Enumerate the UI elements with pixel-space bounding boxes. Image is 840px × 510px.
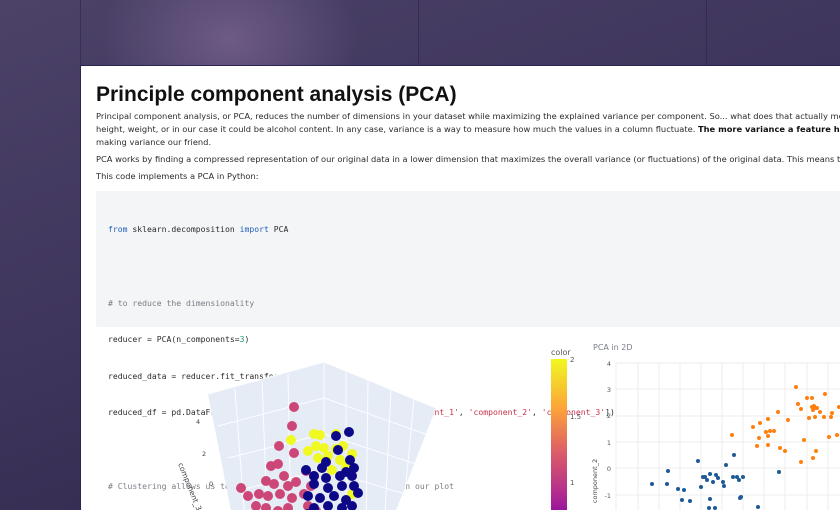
code-comment: # to reduce the dimensionality bbox=[108, 297, 255, 308]
colorbar-tick: 1.5 bbox=[570, 413, 582, 421]
background-divider bbox=[418, 0, 419, 66]
colorbar-tick: 2 bbox=[570, 356, 575, 364]
svg-text:-1: -1 bbox=[605, 492, 611, 500]
pca-2d-scatter-plot[interactable]: 4 3 2 1 0 -1 component_2 bbox=[581, 336, 840, 510]
paragraph-text: height, weight, or in our case it could … bbox=[96, 124, 698, 134]
paragraph-line: Principal component analysis, or PCA, re… bbox=[96, 111, 840, 121]
svg-text:2: 2 bbox=[202, 450, 206, 458]
pca-explanation-paragraph: PCA works by finding a compressed repres… bbox=[96, 154, 840, 164]
chart-title: PCA in 2D bbox=[593, 343, 633, 352]
z-axis-label: component_3 bbox=[176, 461, 204, 510]
svg-text:0: 0 bbox=[607, 465, 611, 473]
svg-text:3: 3 bbox=[607, 386, 611, 394]
background-divider bbox=[706, 0, 707, 66]
pca-3d-scatter-plot[interactable]: 4 2 0 -2 component_3 bbox=[96, 336, 536, 510]
article-panel: Principle component analysis (PCA) Princ… bbox=[80, 65, 840, 510]
page-title: Principle component analysis (PCA) bbox=[96, 83, 457, 106]
svg-text:4: 4 bbox=[607, 360, 611, 368]
code-line: from sklearn.decomposition import PCA bbox=[108, 224, 289, 235]
y-axis-ticks: 4 3 2 1 0 -1 bbox=[605, 360, 611, 500]
code-intro-paragraph: This code implements a PCA in Python: bbox=[96, 171, 259, 181]
colorbar bbox=[551, 359, 567, 510]
code-line bbox=[108, 260, 840, 272]
svg-text:0: 0 bbox=[209, 480, 213, 488]
colorbar-tick: 1 bbox=[570, 479, 575, 487]
y-axis-label: component_2 bbox=[591, 459, 599, 503]
colorbar-title: color bbox=[551, 348, 571, 357]
paragraph-line: height, weight, or in our case it could … bbox=[96, 123, 840, 136]
code-line: reduced_data = reducer.fit_transform(dat… bbox=[108, 370, 313, 381]
intro-paragraph: Principal component analysis, or PCA, re… bbox=[96, 110, 840, 149]
z-axis-ticks: 4 2 0 -2 bbox=[196, 418, 213, 488]
code-line: reducer = PCA(n_components=3) bbox=[108, 334, 250, 345]
cluster-navy-points bbox=[301, 427, 363, 510]
paragraph-line: making variance our friend. bbox=[96, 137, 212, 147]
background-divider bbox=[80, 0, 81, 66]
svg-text:2: 2 bbox=[607, 412, 611, 420]
cluster-blue-points bbox=[650, 453, 781, 510]
grid-lines bbox=[615, 362, 840, 510]
svg-text:4: 4 bbox=[196, 418, 200, 426]
svg-text:1: 1 bbox=[607, 439, 611, 447]
paragraph-bold-text: The more variance a feature has, the mor… bbox=[697, 124, 840, 134]
code-block[interactable]: from sklearn.decomposition import PCA # … bbox=[96, 191, 840, 491]
cluster-orange-points bbox=[730, 385, 840, 464]
